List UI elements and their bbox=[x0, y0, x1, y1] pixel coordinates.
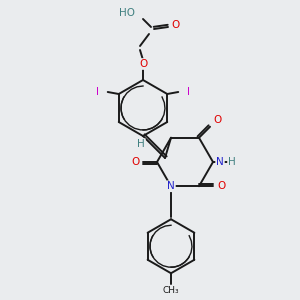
Text: O: O bbox=[213, 115, 221, 125]
Text: N: N bbox=[167, 181, 175, 191]
Text: CH₃: CH₃ bbox=[163, 286, 179, 295]
Text: O: O bbox=[131, 157, 139, 167]
Text: HO: HO bbox=[119, 8, 135, 18]
Text: N: N bbox=[216, 157, 224, 167]
Text: O: O bbox=[139, 59, 147, 69]
Text: H: H bbox=[137, 139, 145, 149]
Text: O: O bbox=[171, 20, 179, 30]
Text: H: H bbox=[228, 157, 236, 167]
Text: I: I bbox=[187, 87, 190, 97]
Text: I: I bbox=[96, 87, 99, 97]
Text: O: O bbox=[217, 181, 225, 191]
